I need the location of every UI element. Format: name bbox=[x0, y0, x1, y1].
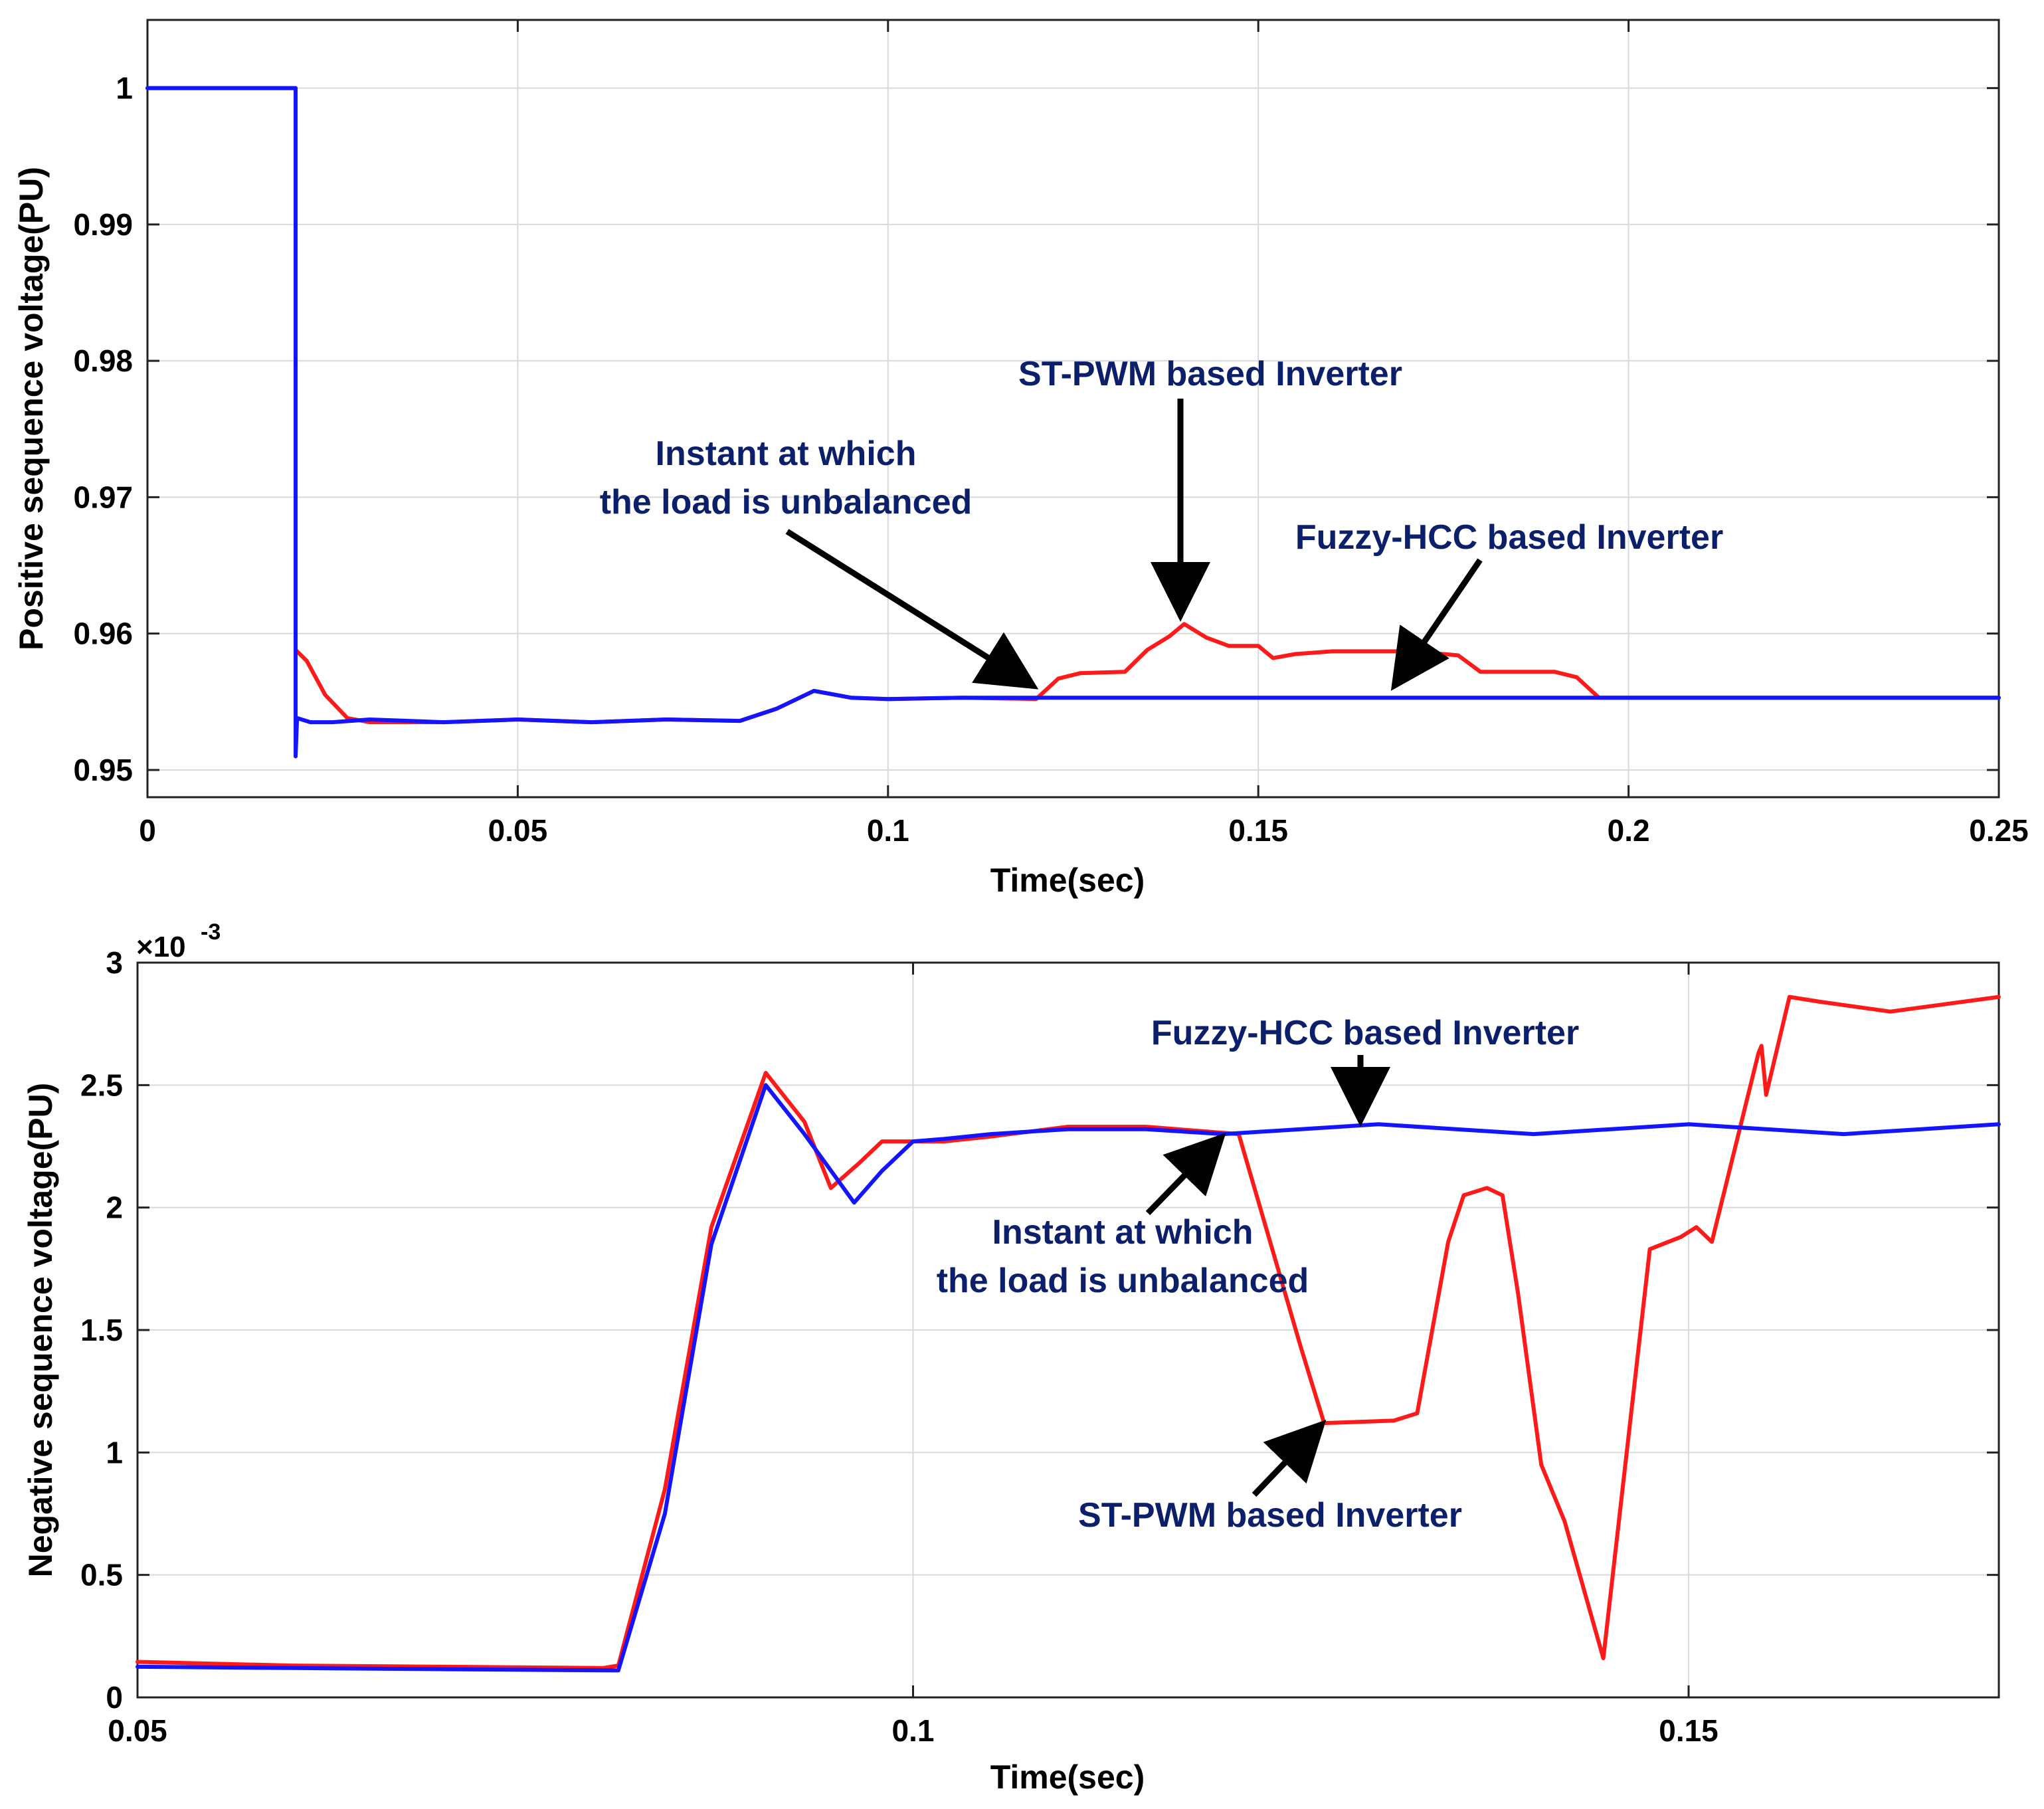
x-tick-label: 0.05 bbox=[488, 813, 548, 848]
annotation-label-line-1: Instant at which bbox=[656, 434, 917, 473]
top-plot-frame bbox=[146, 19, 2000, 799]
top-chart-ticks: 0 0.05 0.1 0.15 0.2 0.25 0.95 0.96 0.97 0.98 0.99 1 bbox=[73, 20, 2029, 848]
y-tick-label: 0.5 bbox=[80, 1558, 123, 1592]
y-tick-label: 0.95 bbox=[73, 753, 133, 787]
x-tick-label: 0.25 bbox=[1969, 813, 2029, 848]
bottom-chart-ticks: 0.05 0.1 0.15 0 0.5 1 1.5 2 2.5 3 bbox=[80, 945, 1999, 1748]
bottom-annotation-fuzzy-hcc: Fuzzy-HCC based Inverter bbox=[1151, 1014, 1579, 1127]
annotation-label: ST-PWM based Inverter bbox=[1078, 1496, 1462, 1535]
top-annotation-st-pwm: ST-PWM based Inverter bbox=[1018, 355, 1402, 622]
top-annotation-fuzzy-hcc: Fuzzy-HCC based Inverter bbox=[1295, 518, 1723, 691]
annotation-label: ST-PWM based Inverter bbox=[1018, 355, 1402, 393]
y-tick-label: 1 bbox=[116, 71, 133, 106]
bottom-annotation-unbalance-instant: Instant at which the load is unbalanced bbox=[937, 1133, 1309, 1300]
exponent-power: -3 bbox=[201, 919, 221, 945]
bottom-x-axis-label: Time(sec) bbox=[990, 1759, 1145, 1796]
annotation-label-line-2: the load is unbalanced bbox=[600, 483, 973, 522]
y-tick-label: 2.5 bbox=[80, 1068, 123, 1102]
bottom-exponent-label: ×10 -3 bbox=[136, 919, 221, 963]
y-tick-label: 0 bbox=[106, 1680, 123, 1715]
x-tick-label: 0.1 bbox=[892, 1713, 935, 1748]
x-tick-label: 0.15 bbox=[1659, 1713, 1719, 1748]
annotation-arrow bbox=[1145, 1133, 1226, 1216]
y-tick-label: 2 bbox=[106, 1190, 123, 1225]
series-line-st-pwm-based-inverter bbox=[136, 995, 2001, 1670]
y-tick-label: 0.96 bbox=[73, 617, 133, 651]
y-tick-label: 1.5 bbox=[80, 1313, 123, 1347]
annotation-label: Fuzzy-HCC based Inverter bbox=[1151, 1014, 1579, 1052]
bottom-y-axis-label: Negative sequence voltage(PU) bbox=[22, 1083, 59, 1578]
series-line-fuzzy-hcc-based-inverter bbox=[145, 86, 2001, 759]
x-tick-label: 0.1 bbox=[867, 813, 909, 848]
top-chart-grid bbox=[147, 20, 1999, 797]
y-tick-label: 3 bbox=[106, 945, 123, 980]
bottom-chart-series bbox=[136, 995, 2001, 1673]
x-tick-label: 0 bbox=[139, 813, 156, 848]
exponent-base: ×10 bbox=[136, 931, 186, 963]
x-tick-label: 0.15 bbox=[1228, 813, 1288, 848]
top-chart-series bbox=[145, 86, 2001, 759]
top-annotation-unbalance-instant: Instant at which the load is unbalanced bbox=[600, 434, 1039, 690]
annotation-arrow bbox=[1252, 1420, 1327, 1497]
y-tick-label: 0.98 bbox=[73, 343, 133, 378]
annotation-label: Fuzzy-HCC based Inverter bbox=[1295, 518, 1723, 557]
y-tick-label: 0.99 bbox=[73, 207, 133, 242]
series-line-st-pwm-based-inverter bbox=[145, 86, 2001, 759]
top-x-axis-label: Time(sec) bbox=[990, 862, 1145, 899]
x-tick-label: 0.2 bbox=[1608, 813, 1650, 848]
bottom-chart-grid bbox=[138, 963, 1999, 1697]
annotation-label-line-1: Instant at which bbox=[992, 1213, 1254, 1252]
annotation-arrow bbox=[1390, 558, 1483, 691]
x-tick-label: 0.05 bbox=[108, 1713, 167, 1748]
bottom-chart: 0.05 0.1 0.15 0 0.5 1 1.5 2 2.5 3 ×10 -3 Time(sec… bbox=[22, 919, 2001, 1796]
y-tick-label: 0.97 bbox=[73, 480, 133, 514]
annotation-label-line-2: the load is unbalanced bbox=[937, 1262, 1309, 1300]
y-tick-label: 1 bbox=[106, 1435, 123, 1470]
top-chart: 0 0.05 0.1 0.15 0.2 0.25 0.95 0.96 0.97 0.98 0.99 1… bbox=[13, 19, 2029, 899]
series-line-fuzzy-hcc-based-inverter bbox=[136, 1083, 2001, 1673]
top-y-axis-label: Positive sequence voltage(PU) bbox=[13, 167, 50, 650]
bottom-annotation-st-pwm: ST-PWM based Inverter bbox=[1078, 1420, 1462, 1535]
annotation-arrow bbox=[785, 529, 1039, 690]
